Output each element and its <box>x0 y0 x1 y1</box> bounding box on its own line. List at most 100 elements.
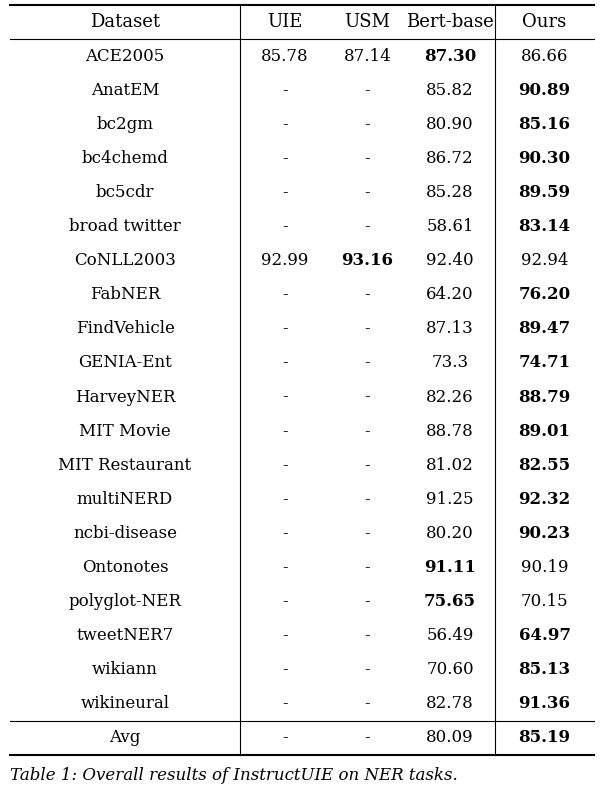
Text: 91.36: 91.36 <box>518 696 571 712</box>
Text: -: - <box>282 321 288 337</box>
Text: 80.09: 80.09 <box>426 729 474 747</box>
Text: 90.19: 90.19 <box>521 559 568 576</box>
Text: -: - <box>365 593 370 610</box>
Text: 73.3: 73.3 <box>432 354 468 372</box>
Text: 80.90: 80.90 <box>426 116 474 133</box>
Text: 82.26: 82.26 <box>426 388 474 406</box>
Text: -: - <box>365 661 370 678</box>
Text: AnatEM: AnatEM <box>91 82 160 99</box>
Text: 89.01: 89.01 <box>518 423 571 439</box>
Text: 83.14: 83.14 <box>518 218 571 235</box>
Text: -: - <box>282 661 288 678</box>
Text: ACE2005: ACE2005 <box>85 48 164 64</box>
Text: -: - <box>282 354 288 372</box>
Text: 86.66: 86.66 <box>521 48 568 64</box>
Text: 88.79: 88.79 <box>518 388 571 406</box>
Text: -: - <box>282 184 288 201</box>
Text: -: - <box>365 150 370 167</box>
Text: 91.25: 91.25 <box>426 490 474 508</box>
Text: -: - <box>365 696 370 712</box>
Text: 92.40: 92.40 <box>426 252 474 269</box>
Text: -: - <box>282 82 288 99</box>
Text: -: - <box>282 696 288 712</box>
Text: 85.82: 85.82 <box>426 82 474 99</box>
Text: 86.72: 86.72 <box>426 150 474 167</box>
Text: 85.19: 85.19 <box>518 729 571 747</box>
Text: -: - <box>282 627 288 645</box>
Text: 87.30: 87.30 <box>424 48 476 64</box>
Text: -: - <box>282 729 288 747</box>
Text: 92.32: 92.32 <box>518 490 571 508</box>
Text: 90.89: 90.89 <box>518 82 571 99</box>
Text: -: - <box>282 116 288 133</box>
Text: tweetNER7: tweetNER7 <box>76 627 173 645</box>
Text: -: - <box>365 490 370 508</box>
Text: 82.55: 82.55 <box>518 457 571 474</box>
Text: -: - <box>365 184 370 201</box>
Text: -: - <box>282 218 288 235</box>
Text: Bert-base: Bert-base <box>406 13 494 31</box>
Text: -: - <box>365 286 370 303</box>
Text: 70.60: 70.60 <box>426 661 474 678</box>
Text: FindVehicle: FindVehicle <box>76 321 175 337</box>
Text: -: - <box>282 525 288 542</box>
Text: -: - <box>282 286 288 303</box>
Text: 81.02: 81.02 <box>426 457 474 474</box>
Text: Table 1: Overall results of InstructUIE on NER tasks.: Table 1: Overall results of InstructUIE … <box>10 766 458 784</box>
Text: -: - <box>282 150 288 167</box>
Text: GENIA-Ent: GENIA-Ent <box>78 354 172 372</box>
Text: 82.78: 82.78 <box>426 696 474 712</box>
Text: 90.23: 90.23 <box>518 525 571 542</box>
Text: 93.16: 93.16 <box>341 252 394 269</box>
Text: broad twitter: broad twitter <box>69 218 181 235</box>
Text: -: - <box>365 627 370 645</box>
Text: 74.71: 74.71 <box>518 354 571 372</box>
Text: -: - <box>282 457 288 474</box>
Text: Ontonotes: Ontonotes <box>82 559 169 576</box>
Text: -: - <box>365 82 370 99</box>
Text: 90.30: 90.30 <box>518 150 571 167</box>
Text: 87.14: 87.14 <box>344 48 391 64</box>
Text: 56.49: 56.49 <box>426 627 474 645</box>
Text: MIT Restaurant: MIT Restaurant <box>58 457 191 474</box>
Text: CoNLL2003: CoNLL2003 <box>74 252 176 269</box>
Text: 85.78: 85.78 <box>261 48 309 64</box>
Text: -: - <box>365 218 370 235</box>
Text: 92.94: 92.94 <box>521 252 568 269</box>
Text: 76.20: 76.20 <box>518 286 571 303</box>
Text: Ours: Ours <box>523 13 566 31</box>
Text: 75.65: 75.65 <box>424 593 476 610</box>
Text: USM: USM <box>344 13 391 31</box>
Text: 88.78: 88.78 <box>426 423 474 439</box>
Text: 85.28: 85.28 <box>426 184 474 201</box>
Text: 58.61: 58.61 <box>426 218 474 235</box>
Text: 91.11: 91.11 <box>424 559 476 576</box>
Text: Dataset: Dataset <box>90 13 160 31</box>
Text: -: - <box>365 321 370 337</box>
Text: FabNER: FabNER <box>90 286 160 303</box>
Text: -: - <box>282 593 288 610</box>
Text: -: - <box>282 559 288 576</box>
Text: 92.99: 92.99 <box>261 252 309 269</box>
Text: 85.16: 85.16 <box>518 116 571 133</box>
Text: -: - <box>365 423 370 439</box>
Text: 64.20: 64.20 <box>426 286 474 303</box>
Text: Avg: Avg <box>110 729 141 747</box>
Text: -: - <box>365 354 370 372</box>
Text: 64.97: 64.97 <box>518 627 571 645</box>
Text: 89.59: 89.59 <box>518 184 571 201</box>
Text: 80.20: 80.20 <box>426 525 474 542</box>
Text: wikiann: wikiann <box>92 661 158 678</box>
Text: 89.47: 89.47 <box>518 321 571 337</box>
Text: bc4chemd: bc4chemd <box>81 150 169 167</box>
Text: polyglot-NER: polyglot-NER <box>69 593 181 610</box>
Text: -: - <box>365 388 370 406</box>
Text: HarveyNER: HarveyNER <box>75 388 175 406</box>
Text: -: - <box>365 729 370 747</box>
Text: -: - <box>365 559 370 576</box>
Text: -: - <box>282 423 288 439</box>
Text: bc2gm: bc2gm <box>96 116 154 133</box>
Text: 85.13: 85.13 <box>518 661 571 678</box>
Text: -: - <box>282 490 288 508</box>
Text: -: - <box>282 388 288 406</box>
